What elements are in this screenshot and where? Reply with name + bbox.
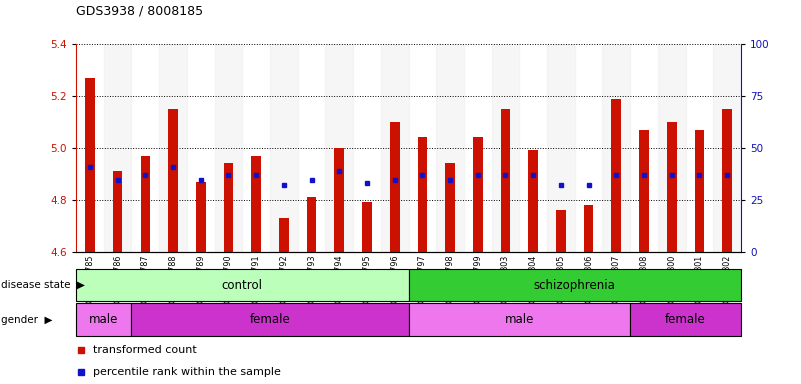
Bar <box>713 44 741 252</box>
Bar <box>417 137 427 252</box>
Bar <box>140 156 151 252</box>
Bar <box>556 210 566 252</box>
Bar <box>307 197 316 252</box>
Text: male: male <box>89 313 119 326</box>
Text: gender  ▶: gender ▶ <box>1 314 52 325</box>
Text: schizophrenia: schizophrenia <box>533 279 616 291</box>
Bar <box>168 109 178 252</box>
Bar <box>409 303 630 336</box>
Text: GDS3938 / 8008185: GDS3938 / 8008185 <box>76 4 203 17</box>
Bar <box>437 44 464 252</box>
Text: female: female <box>665 313 706 326</box>
Bar <box>104 44 131 252</box>
Bar <box>658 44 686 252</box>
Bar <box>76 269 409 301</box>
Bar <box>584 205 594 252</box>
Bar <box>445 164 455 252</box>
Bar <box>602 44 630 252</box>
Bar <box>215 44 242 252</box>
Bar <box>492 44 519 252</box>
Bar <box>113 171 123 252</box>
Bar <box>279 218 288 252</box>
Bar <box>547 44 575 252</box>
Bar <box>666 122 677 252</box>
Bar <box>473 137 483 252</box>
Bar <box>131 303 409 336</box>
Bar <box>694 130 704 252</box>
Bar <box>529 151 538 252</box>
Bar <box>639 130 649 252</box>
Bar <box>223 164 233 252</box>
Bar <box>723 109 732 252</box>
Bar <box>380 44 409 252</box>
Bar <box>76 303 131 336</box>
Text: control: control <box>222 279 263 291</box>
Bar <box>362 202 372 252</box>
Bar <box>270 44 298 252</box>
Text: male: male <box>505 313 534 326</box>
Bar <box>334 148 344 252</box>
Bar <box>159 44 187 252</box>
Bar <box>252 156 261 252</box>
Text: transformed count: transformed count <box>93 345 196 355</box>
Text: percentile rank within the sample: percentile rank within the sample <box>93 367 280 377</box>
Bar <box>325 44 353 252</box>
Text: disease state  ▶: disease state ▶ <box>1 280 85 290</box>
Bar <box>611 99 621 252</box>
Bar <box>630 303 741 336</box>
Bar <box>85 78 95 252</box>
Bar <box>409 269 741 301</box>
Bar <box>501 109 510 252</box>
Bar <box>196 182 206 252</box>
Text: female: female <box>250 313 291 326</box>
Bar <box>390 122 400 252</box>
